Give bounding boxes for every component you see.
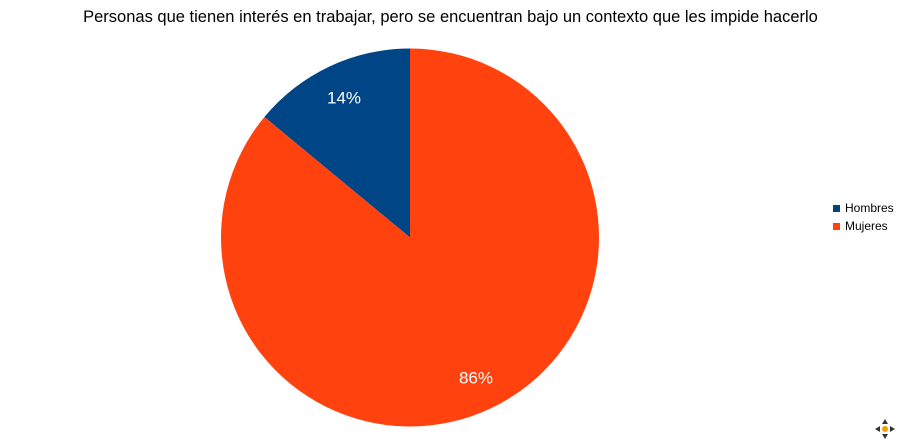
- legend-swatch-hombres: [833, 204, 840, 212]
- slice-label-mujeres: 86%: [459, 369, 493, 388]
- legend-label-mujeres: Mujeres: [845, 219, 888, 233]
- legend-label-hombres: Hombres: [845, 201, 894, 215]
- legend-swatch-mujeres: [833, 222, 840, 230]
- slice-label-hombres: 14%: [327, 88, 361, 107]
- chart-title: Personas que tienen interés en trabajar,…: [83, 8, 818, 26]
- legend: Hombres Mujeres: [833, 199, 894, 235]
- legend-item-hombres: Hombres: [833, 199, 894, 217]
- legend-item-mujeres: Mujeres: [833, 217, 894, 235]
- pie-slice-mujeres: [220, 48, 600, 427]
- pie-slice-hombres: [264, 48, 410, 238]
- move-arrows-icon[interactable]: [874, 418, 896, 440]
